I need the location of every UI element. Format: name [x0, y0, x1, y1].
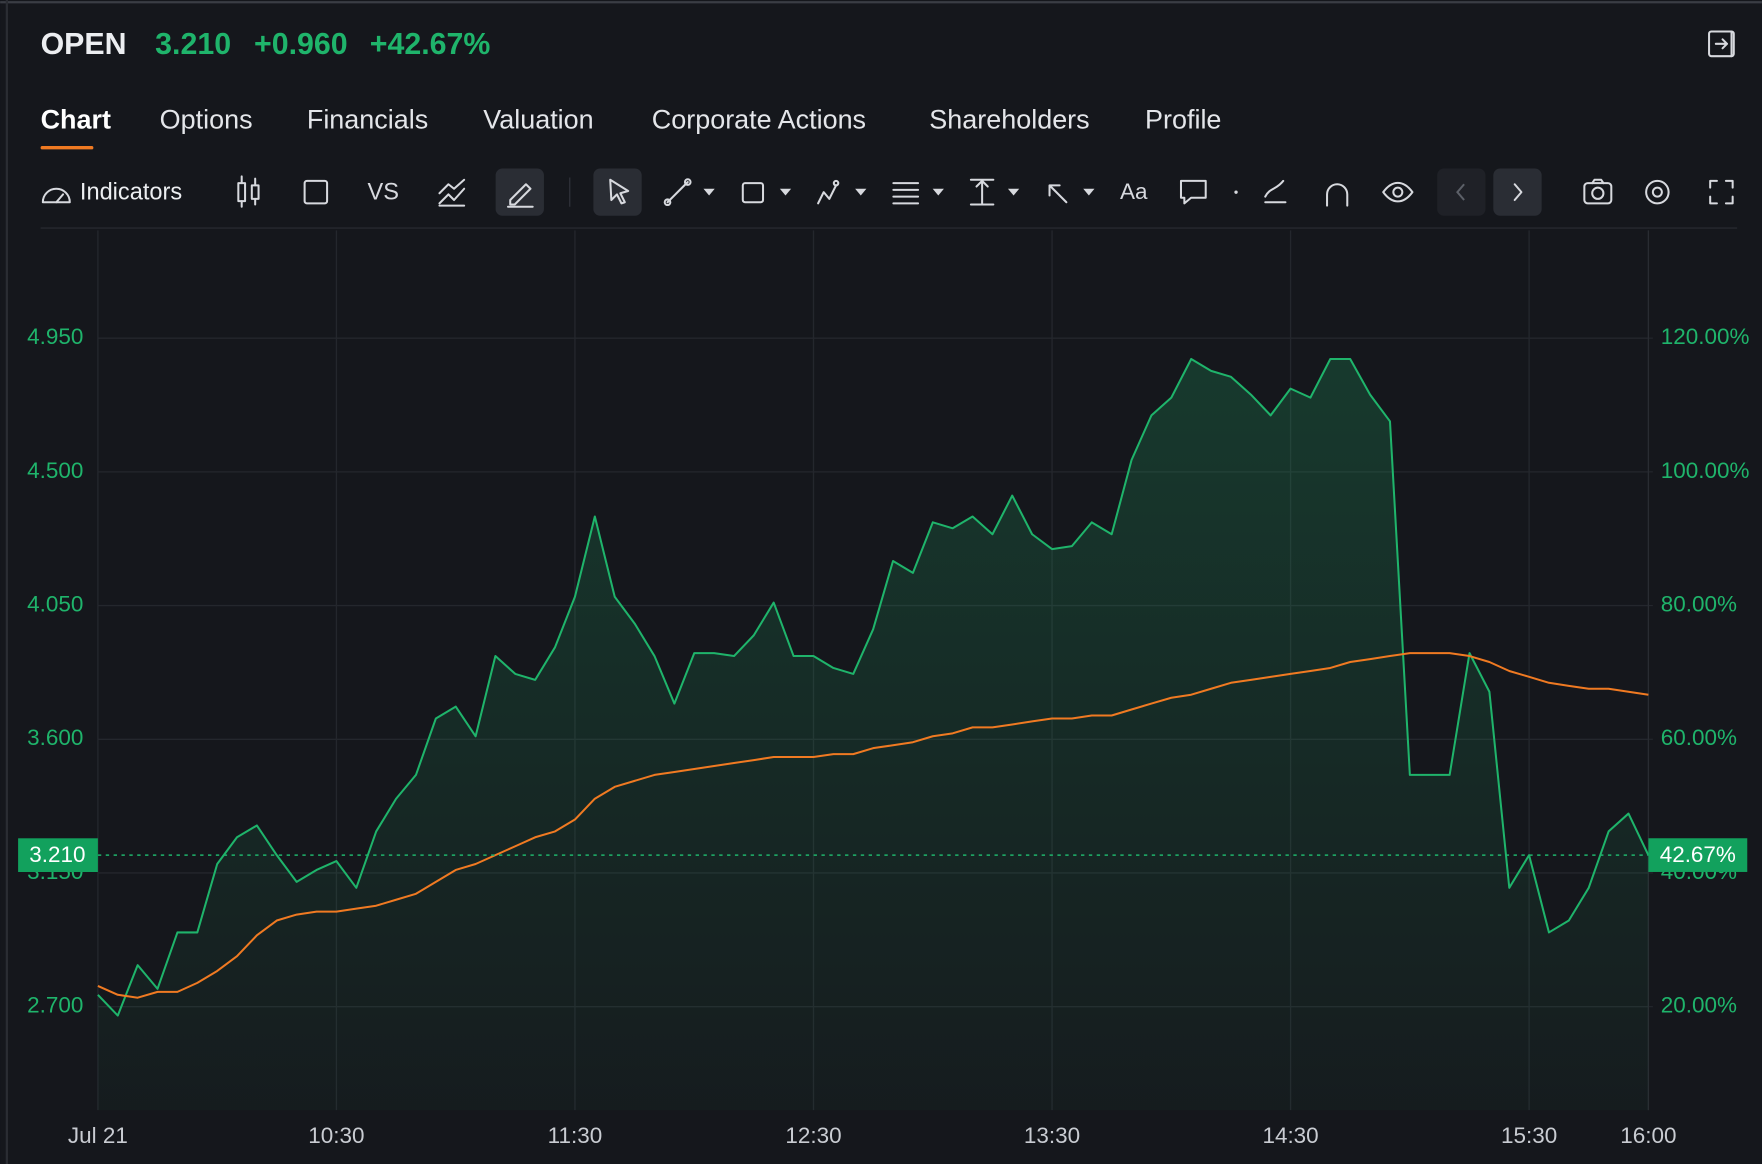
- redo-button[interactable]: [1493, 168, 1542, 216]
- y-tick-label: 3.600: [27, 725, 83, 750]
- symbol: OPEN: [41, 28, 127, 61]
- tab[interactable]: Chart: [41, 104, 111, 134]
- arrow-tool[interactable]: [1048, 184, 1068, 204]
- tabs: Chart Options Financials Valuation Corporate…: [41, 104, 1222, 134]
- visibility-tool[interactable]: [1382, 181, 1414, 203]
- plot: Jul 21 10:30 11:30 12:30 13:30 14:30 15:30 16:0…: [18, 230, 1749, 1148]
- last-pct-label: 42.67%: [1660, 842, 1736, 867]
- price-line: [97, 357, 1650, 1017]
- indicators-button[interactable]: Indicators: [80, 178, 182, 204]
- note-tool[interactable]: [1179, 179, 1207, 205]
- x-tick-label: 10:30: [308, 1123, 364, 1148]
- compare-button[interactable]: VS: [368, 178, 399, 204]
- y-tick-label: 4.500: [27, 458, 83, 483]
- undo-icon: [1456, 183, 1465, 201]
- y2-tick-label: 120.00%: [1661, 324, 1750, 349]
- indicators-icon[interactable]: [41, 187, 71, 204]
- x-tick-label: 11:30: [548, 1123, 603, 1148]
- price: 3.210: [155, 28, 231, 61]
- y-tick-label: 2.700: [27, 993, 83, 1018]
- text-tool[interactable]: Aa: [1120, 179, 1148, 204]
- draw-toggle[interactable]: [495, 168, 544, 216]
- dropdown[interactable]: [779, 188, 792, 196]
- dropdown[interactable]: [1083, 188, 1095, 196]
- x-tick-label: 16:00: [1620, 1123, 1676, 1148]
- dropdown[interactable]: [1007, 188, 1020, 196]
- y-tick-label: 4.950: [27, 324, 83, 349]
- tab[interactable]: Shareholders: [929, 104, 1089, 134]
- brush-tool[interactable]: [1264, 179, 1287, 204]
- pattern-tool[interactable]: [817, 179, 840, 205]
- y2-tick-label: 100.00%: [1661, 458, 1750, 483]
- collapse-button[interactable]: [1708, 30, 1735, 58]
- last-pct-badge: [1648, 838, 1748, 872]
- x-tick-label: 15:30: [1501, 1123, 1557, 1148]
- x-tick-label: 14:30: [1262, 1123, 1318, 1148]
- measure-tool[interactable]: [969, 178, 995, 206]
- x-tick-label: 12:30: [785, 1123, 841, 1148]
- settings-button[interactable]: [1645, 179, 1670, 205]
- fullscreen-button[interactable]: [1709, 179, 1734, 205]
- x-tick-label: Jul 21: [68, 1123, 128, 1148]
- y2-tick-label: 80.00%: [1661, 591, 1737, 616]
- tab[interactable]: Options: [160, 104, 253, 134]
- price-area: [97, 358, 1649, 1111]
- draw-icon: [506, 183, 534, 208]
- overlay-icon[interactable]: [438, 178, 466, 207]
- magnet-tool[interactable]: [1326, 183, 1349, 207]
- tab[interactable]: Financials: [307, 104, 428, 134]
- tab[interactable]: Corporate Actions: [652, 104, 866, 134]
- shape-tool[interactable]: [741, 182, 765, 204]
- dot: [1234, 190, 1238, 194]
- redo-icon: [1513, 183, 1523, 202]
- chart-style-icon[interactable]: [303, 179, 329, 205]
- screenshot-button[interactable]: [1583, 178, 1613, 205]
- y-tick-label: 4.050: [27, 592, 83, 617]
- dropdown[interactable]: [855, 188, 867, 196]
- cursor-toggle[interactable]: [593, 168, 642, 216]
- dropdown[interactable]: [932, 188, 944, 196]
- toolbar: Indicators VS Aa: [41, 168, 1734, 216]
- change: +0.960: [254, 28, 348, 61]
- active-tab-indicator: [40, 146, 94, 150]
- last-price-label: 3.210: [29, 842, 85, 867]
- cursor-icon: [609, 178, 630, 205]
- dropdown[interactable]: [703, 188, 715, 196]
- tab[interactable]: Valuation: [483, 104, 593, 134]
- candles-icon[interactable]: [237, 175, 260, 208]
- tab[interactable]: Profile: [1145, 104, 1221, 134]
- y2-tick-label: 60.00%: [1661, 725, 1737, 750]
- y2-tick-label: 20.00%: [1661, 993, 1737, 1018]
- line-tool[interactable]: [663, 178, 692, 207]
- last-price-badge: [18, 838, 98, 873]
- fib-tool[interactable]: [892, 182, 920, 205]
- undo-button[interactable]: [1437, 168, 1486, 216]
- change-pct: +42.67%: [370, 28, 491, 61]
- average-line: [97, 652, 1649, 999]
- x-tick-label: 13:30: [1024, 1123, 1080, 1148]
